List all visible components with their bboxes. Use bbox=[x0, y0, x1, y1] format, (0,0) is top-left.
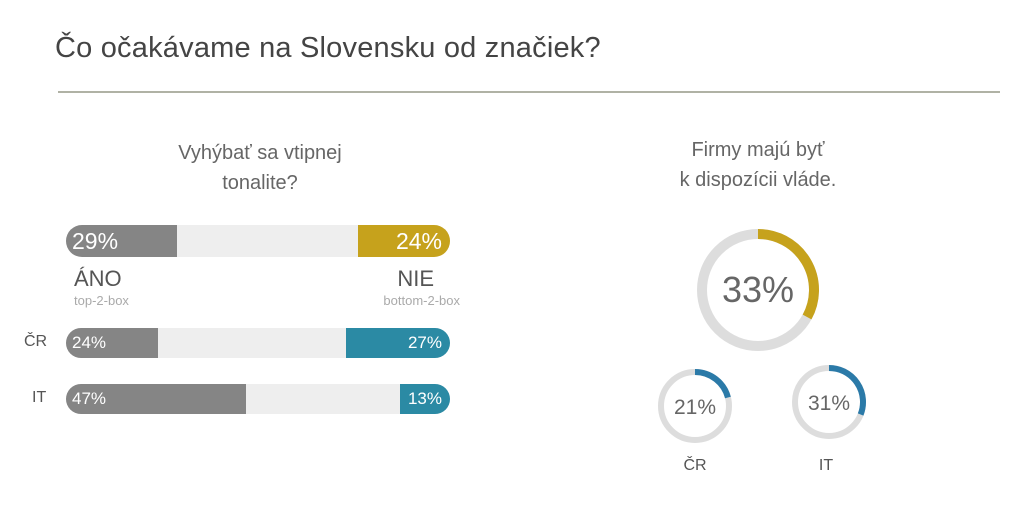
ring-it-arc bbox=[828, 365, 866, 416]
no-sublabel: bottom-2-box bbox=[383, 293, 460, 308]
bar-chart-title-line-2: tonalite? bbox=[222, 172, 298, 194]
bar-yes-segment: 47% bbox=[66, 384, 247, 414]
ring-cr: 21% ČR bbox=[658, 369, 732, 474]
ring-cr-value: 21% bbox=[674, 396, 716, 419]
bar-no-segment: 24% bbox=[357, 225, 450, 257]
ring-it-value: 31% bbox=[808, 392, 850, 415]
bar-no-segment: 13% bbox=[400, 384, 450, 414]
bar-row-it: 47% 13% bbox=[66, 384, 450, 414]
bar-chart-title: Vyhýbať sa vtipnej tonalite? bbox=[130, 138, 390, 198]
bar-yes-segment: 24% bbox=[66, 328, 159, 358]
bar-row-sk: 29% 24% bbox=[66, 225, 450, 257]
ring-chart-title-line-2: k dispozícii vláde. bbox=[679, 169, 837, 191]
row-label-cr: ČR bbox=[24, 333, 48, 350]
bar-yes-segment: 29% bbox=[66, 225, 178, 257]
ring-cr-label: ČR bbox=[683, 455, 706, 474]
yes-sublabel: top-2-box bbox=[74, 293, 129, 308]
page-title: Čo očakávame na Slovensku od značiek? bbox=[55, 32, 601, 64]
ring-cr-arc bbox=[694, 369, 731, 399]
bar-chart-title-line-1: Vyhýbať sa vtipnej bbox=[178, 142, 342, 164]
title-divider bbox=[58, 91, 1000, 93]
bar-no-segment: 27% bbox=[346, 328, 450, 358]
no-label: NIE bbox=[397, 266, 434, 291]
ring-chart-title: Firmy majú byť k dispozícii vláde. bbox=[628, 135, 888, 195]
ring-chart-title-line-1: Firmy majú byť bbox=[691, 139, 825, 161]
ring-main-arc bbox=[757, 229, 819, 320]
bar-row-cr: 24% 27% bbox=[66, 328, 450, 358]
ring-main: 33% bbox=[697, 229, 819, 351]
yes-label: ÁNO bbox=[74, 266, 122, 291]
row-label-it: IT bbox=[32, 389, 47, 406]
ring-it: 31% IT bbox=[792, 365, 866, 474]
ring-it-label: IT bbox=[819, 457, 833, 474]
ring-main-value: 33% bbox=[722, 269, 794, 310]
